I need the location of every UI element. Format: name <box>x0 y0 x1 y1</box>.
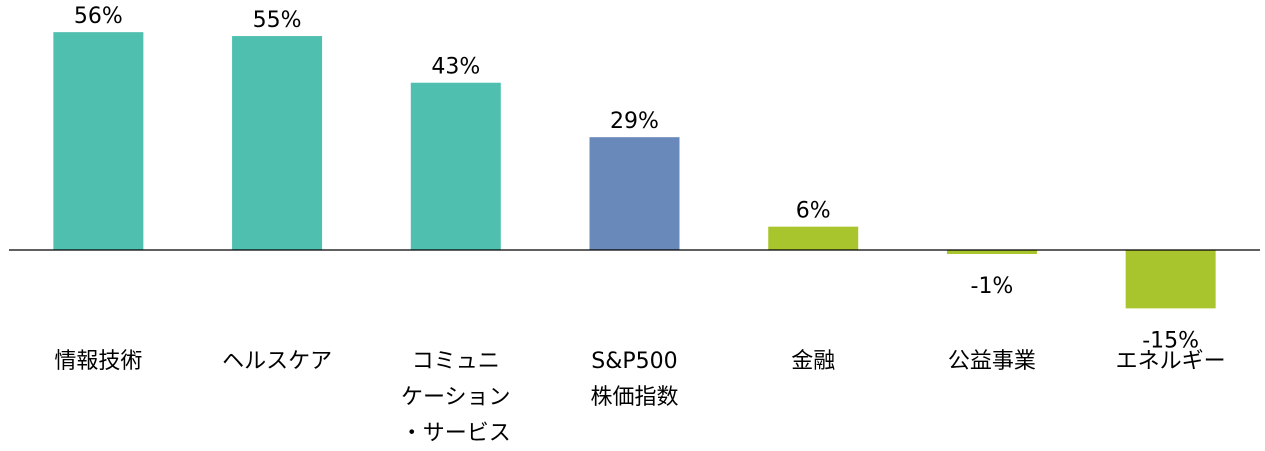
x-tick-label: ヘルスケア <box>222 349 332 374</box>
x-tick-label: ・サービス <box>401 421 511 446</box>
value-label: 55% <box>253 8 302 33</box>
x-tick-label: ケーション <box>401 385 511 410</box>
bar <box>232 36 323 250</box>
x-tick-label: 株価指数 <box>590 385 678 410</box>
value-label: -15% <box>1142 328 1199 353</box>
bar <box>768 226 859 250</box>
x-tick-label: コミュニ <box>412 349 500 374</box>
bar <box>946 250 1037 254</box>
bar <box>53 32 144 250</box>
value-label: 43% <box>431 55 480 80</box>
value-label: -1% <box>971 274 1014 299</box>
value-label: 6% <box>796 199 831 224</box>
value-label: 29% <box>610 109 659 134</box>
x-tick-label: 公益事業 <box>948 349 1036 374</box>
x-tick-label: 情報技術 <box>54 349 142 374</box>
bar <box>1125 250 1216 309</box>
x-tick-label: S&P500 <box>591 349 677 374</box>
x-tick-label: エネルギー <box>1116 349 1226 374</box>
value-label: 56% <box>74 4 123 29</box>
x-tick-label: 金融 <box>791 349 835 374</box>
bar <box>410 82 501 250</box>
bar <box>589 137 680 250</box>
